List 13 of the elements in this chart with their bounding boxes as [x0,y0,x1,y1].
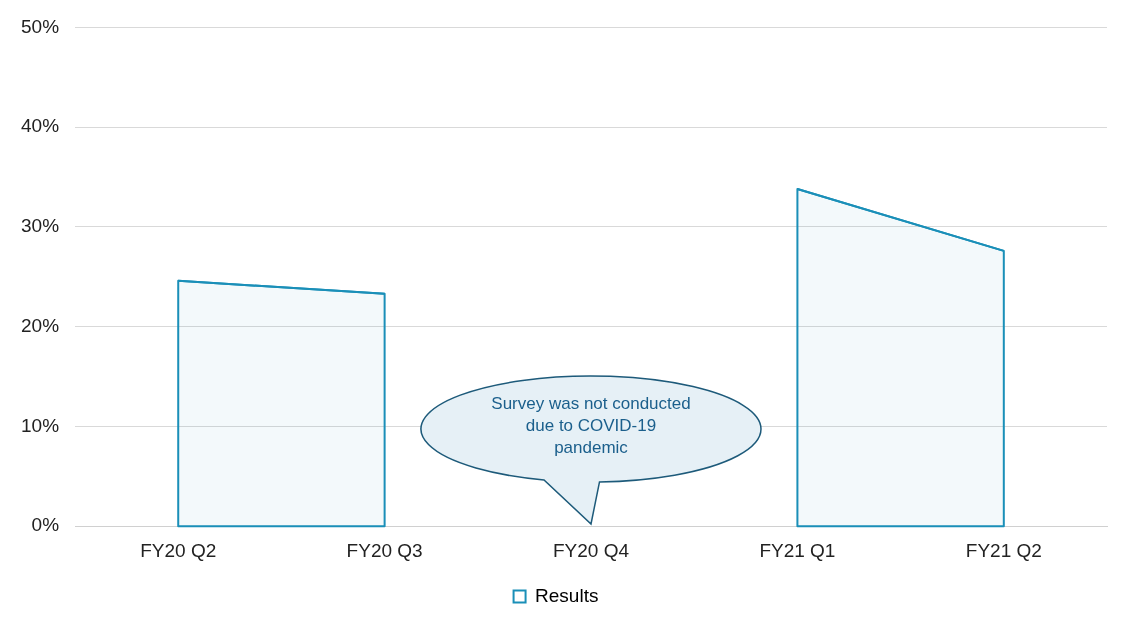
annotation: Survey was not conducted due to COVID-19 pandemic [491,393,691,460]
y-tick-label: 40% [21,115,60,137]
x-tick-label: FY21 Q1 [759,539,836,561]
y-tick-label: 10% [21,414,60,436]
x-tick-label: FY20 Q4 [552,539,630,561]
x-tick-label: FY20 Q2 [140,539,217,561]
x-tick-label: FY21 Q2 [965,539,1042,561]
legend-label: Results [535,584,599,606]
y-tick-label: 30% [21,215,60,237]
x-tick-label: FY20 Q3 [346,539,423,561]
y-tick-label: 50% [21,15,60,37]
y-tick-label: 0% [31,514,60,536]
y-tick-label: 20% [21,314,60,336]
